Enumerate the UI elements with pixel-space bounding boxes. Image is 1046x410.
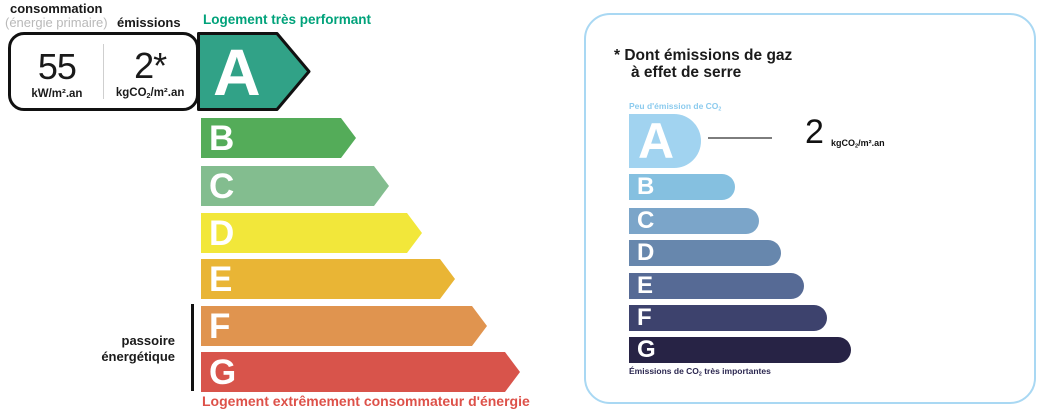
score-box: 55 kW/m².an 2* kgCO2/m².an: [8, 32, 199, 111]
energy-bar-f: F: [201, 306, 487, 346]
co2-bar-label: D: [637, 239, 655, 266]
low-performance-label: Logement extrêmement consommateur d'éner…: [202, 393, 530, 409]
co2-value: 2: [805, 113, 824, 151]
energy-bar-label: E: [209, 259, 233, 299]
score-box-divider: [102, 44, 105, 99]
co2-bar-f: F: [629, 305, 827, 331]
energy-bar-d: D: [201, 213, 422, 253]
co2-value-unit: kgCO2/m².an: [831, 138, 885, 150]
energy-bar-label: B: [209, 118, 235, 158]
co2-bar-label: F: [637, 304, 652, 331]
consumption-label: consommation: [10, 1, 103, 16]
co2-bar-c: C: [629, 208, 759, 234]
energy-bar-e: E: [201, 259, 455, 299]
emissions-label: émissions: [117, 15, 181, 30]
consumption-column: 55 kW/m².an: [11, 35, 103, 108]
energy-bar-b: B: [201, 118, 356, 158]
co2-bar-d: D: [629, 240, 781, 266]
co2-low-emission-label: Peu d'émission de CO2: [629, 101, 722, 113]
co2-value-connector-line: [708, 137, 772, 139]
co2-panel-title-line1: * Dont émissions de gaz: [614, 47, 793, 64]
energy-bar-label: G: [209, 352, 237, 392]
consumption-value: 55: [37, 45, 77, 87]
energy-bar-label: D: [209, 213, 235, 253]
co2-panel-title-line2: à effet de serre: [631, 64, 742, 81]
energy-bar-label: C: [209, 166, 235, 206]
co2-bar-a: A: [629, 114, 701, 168]
energy-class-a-label: A: [213, 34, 261, 109]
emissions-unit: kgCO2/m².an: [115, 87, 185, 100]
sieve-label: passoire énergétique: [101, 333, 175, 364]
co2-bar-label: G: [637, 336, 656, 363]
co2-bar-b: B: [629, 174, 735, 200]
co2-bar-label: C: [637, 207, 655, 234]
co2-bar-g: G: [629, 337, 851, 363]
emissions-value: 2*: [134, 45, 167, 86]
emissions-column: 2* kgCO2/m².an: [104, 35, 196, 108]
co2-high-emission-label: Émissions de CO2 très importantes: [629, 366, 771, 378]
energy-class-a-arrow: A: [197, 32, 311, 111]
top-performance-label: Logement très performant: [203, 12, 372, 27]
co2-bar-label: A: [638, 113, 675, 169]
co2-bar-label: B: [637, 173, 655, 200]
energy-bar-g: G: [201, 352, 520, 392]
co2-bar-label: E: [637, 272, 654, 299]
co2-bar-e: E: [629, 273, 804, 299]
energy-bar-label: F: [209, 306, 231, 346]
sieve-bracket-line: [191, 304, 194, 391]
consumption-unit: kW/m².an: [31, 87, 83, 100]
energy-bar-c: C: [201, 166, 389, 206]
consumption-sublabel: (énergie primaire): [5, 15, 108, 30]
